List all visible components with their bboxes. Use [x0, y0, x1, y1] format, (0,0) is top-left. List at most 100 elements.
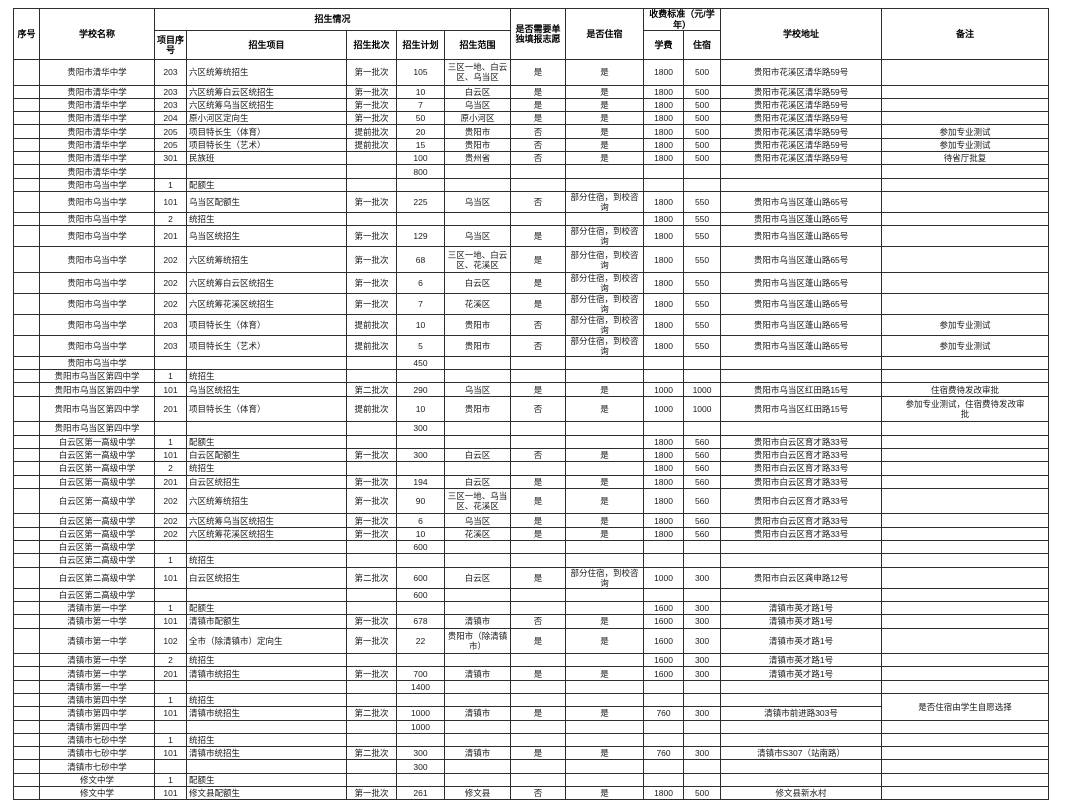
cell-lodging-fee: [683, 692, 722, 708]
cell-school-name: 贵阳市乌当中学: [39, 313, 155, 336]
cell-serial: [13, 706, 40, 721]
cell-scope: 贵阳市（除清镇市）: [443, 627, 512, 655]
cell-project: 六区统筹花溪区统招生: [186, 292, 347, 315]
cell-address: 贵阳市白云区育才路33号: [720, 447, 883, 463]
cell-project: 项目特长生（体育）: [186, 395, 347, 423]
cell-address: 贵阳市花溪区清华路59号: [720, 84, 883, 99]
cell-project: 六区统筹统招生: [186, 59, 347, 86]
cell-serial: [13, 395, 40, 423]
cell-school-name: 清镇市第四中学: [39, 706, 155, 721]
cell-address: [720, 540, 883, 555]
cell-project: 统招生: [186, 461, 347, 476]
cell-tuition: 1000: [643, 566, 685, 589]
cell-separate-application: [510, 355, 567, 371]
header-separate-application: 是否需要单独填报志愿: [510, 8, 567, 60]
cell-project-no: 101: [154, 190, 187, 213]
cell-tuition: 1600: [643, 627, 685, 655]
cell-boarding: 部分住宿，到校咨询: [565, 313, 645, 336]
cell-project-no: 101: [154, 447, 187, 463]
enrollment-table-sheet: 序号 学校名称 招生情况 是否需要单独填报志愿 是否住宿 收费标准（元/学年） …: [13, 8, 1050, 800]
cell-serial: [13, 566, 40, 589]
cell-batch: 第二批次: [346, 746, 397, 761]
cell-batch: 第一批次: [346, 84, 397, 99]
cell-serial: [13, 271, 40, 294]
cell-address: 修文县新水村: [720, 786, 883, 800]
table-row: 白云区第二高级中学 1 统招生: [13, 553, 1050, 568]
cell-school-name: 白云区第一高级中学: [39, 526, 155, 542]
cell-remarks: [881, 59, 1050, 86]
cell-project: 原小河区定向生: [186, 111, 347, 126]
cell-address: [720, 355, 883, 371]
cell-lodging-fee: 560: [683, 526, 722, 542]
cell-address: 贵阳市花溪区清华路59号: [720, 124, 883, 139]
cell-project-no: 203: [154, 59, 187, 86]
cell-project: 白云区配额生: [186, 447, 347, 463]
cell-boarding: 是: [565, 627, 645, 655]
cell-plan: 300: [396, 421, 445, 436]
cell-address: 清镇市英才路1号: [720, 614, 883, 629]
cell-batch: 第一批次: [346, 246, 397, 273]
cell-lodging-fee: 300: [683, 706, 722, 721]
cell-project-no: 205: [154, 137, 187, 153]
cell-plan: 129: [396, 225, 445, 248]
cell-tuition: [643, 692, 685, 708]
cell-batch: 第二批次: [346, 382, 397, 397]
cell-separate-application: 是: [510, 526, 567, 542]
cell-project: 项目特长生（艺术）: [186, 334, 347, 357]
cell-address: 清镇市S307（站南路）: [720, 746, 883, 761]
cell-remarks: [881, 447, 1050, 463]
cell-boarding: 部分住宿，到校咨询: [565, 292, 645, 315]
cell-lodging-fee: 1000: [683, 395, 722, 423]
cell-serial: [13, 553, 40, 568]
cell-tuition: 1600: [643, 666, 685, 681]
cell-lodging-fee: 500: [683, 137, 722, 153]
cell-address: 贵阳市白云区育才路33号: [720, 526, 883, 542]
cell-project: 六区统筹统招生: [186, 246, 347, 273]
table-row: 清镇市第一中学 101 清镇市配额生 第一批次 678 清镇市否是 1600 300 清镇市英才…: [13, 614, 1050, 629]
cell-boarding: 是: [565, 111, 645, 126]
cell-batch: 第一批次: [346, 97, 397, 113]
cell-separate-application: [510, 772, 567, 788]
cell-serial: [13, 786, 40, 800]
cell-batch: 第一批次: [346, 225, 397, 248]
cell-batch: 第一批次: [346, 190, 397, 213]
cell-project: 统招生: [186, 653, 347, 668]
cell-school-name: 白云区第一高级中学: [39, 434, 155, 449]
cell-project-no: 101: [154, 382, 187, 397]
cell-lodging-fee: 560: [683, 461, 722, 476]
cell-remarks: [881, 786, 1050, 800]
cell-lodging-fee: 300: [683, 746, 722, 761]
table-row: 修文中学 1 配额生: [13, 772, 1050, 788]
cell-project-no: [154, 355, 187, 371]
cell-project-no: 202: [154, 246, 187, 273]
cell-boarding: 是: [565, 84, 645, 99]
cell-separate-application: 否: [510, 786, 567, 800]
cell-remarks: [881, 614, 1050, 629]
cell-boarding: [565, 759, 645, 774]
cell-school-name: 白云区第二高级中学: [39, 566, 155, 589]
cell-serial: [13, 719, 40, 734]
cell-address: 贵阳市乌当区蓬山路65号: [720, 225, 883, 248]
cell-plan: 20: [396, 124, 445, 139]
cell-school-name: 清镇市第四中学: [39, 692, 155, 708]
table-row: 贵阳市乌当中学 2 统招生 1800 550 贵阳市乌当区蓬山路65号: [13, 211, 1050, 227]
cell-lodging-fee: [683, 772, 722, 788]
cell-separate-application: 否: [510, 313, 567, 336]
cell-tuition: 1800: [643, 447, 685, 463]
cell-plan: [396, 434, 445, 449]
cell-school-name: 贵阳市乌当区第四中学: [39, 395, 155, 423]
cell-plan: 6: [396, 271, 445, 294]
cell-boarding: [565, 540, 645, 555]
cell-separate-application: 否: [510, 395, 567, 423]
table-row: 清镇市第四中学 1000: [13, 719, 1050, 734]
cell-separate-application: 否: [510, 190, 567, 213]
cell-boarding: [565, 421, 645, 436]
cell-address: [720, 759, 883, 774]
cell-scope: 贵阳市: [443, 137, 512, 153]
cell-address: 贵阳市花溪区清华路59号: [720, 97, 883, 113]
cell-project: 白云区统招生: [186, 566, 347, 589]
cell-lodging-fee: 560: [683, 487, 722, 515]
cell-lodging-fee: [683, 355, 722, 371]
cell-tuition: [643, 369, 685, 384]
cell-separate-application: 是: [510, 97, 567, 113]
